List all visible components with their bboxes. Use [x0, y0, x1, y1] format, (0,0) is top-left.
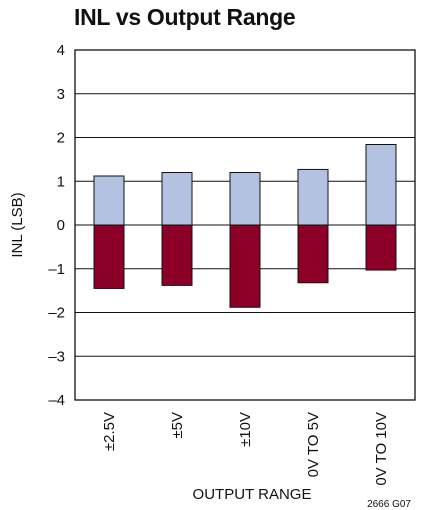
y-tick-label: –1 — [48, 261, 65, 278]
chart-title: INL vs Output Range — [74, 4, 296, 30]
bar-negative — [93, 224, 125, 289]
y-tick-label: 0 — [57, 217, 65, 234]
x-tick-label: ±10V — [237, 412, 254, 447]
bar-negative — [365, 224, 397, 271]
bar-positive — [297, 168, 329, 226]
figure-note: 2666 G07 — [367, 499, 411, 510]
y-tick-label: –4 — [48, 392, 65, 409]
y-tick-labels: 4 3 2 1 0 –1 –2 –3 –4 — [48, 42, 65, 409]
y-tick-label: 2 — [57, 130, 65, 147]
y-tick-label: 4 — [57, 42, 65, 59]
x-tick-labels: ±2.5V ±5V ±10V 0V TO 5V 0V TO 10V — [101, 412, 390, 486]
plot-frame — [74, 49, 416, 401]
bar-positive — [365, 144, 397, 226]
y-tick-label: 1 — [57, 173, 65, 190]
x-tick-label: ±5V — [169, 412, 186, 439]
bar-positive — [229, 172, 261, 226]
bar-negative — [229, 224, 261, 308]
bar-negative — [161, 224, 193, 286]
bar-negative — [297, 224, 329, 284]
y-tick-label: 3 — [57, 86, 65, 103]
x-tick-label: 0V TO 10V — [373, 412, 390, 486]
y-tick-label: –3 — [48, 348, 65, 365]
x-tick-label: ±2.5V — [101, 412, 118, 451]
y-tick-label: –2 — [48, 305, 65, 322]
bar-positive — [161, 172, 193, 226]
x-tick-label: 0V TO 5V — [305, 412, 322, 477]
x-axis-label: OUTPUT RANGE — [193, 486, 312, 503]
bars — [93, 144, 397, 308]
bar-positive — [93, 175, 125, 226]
y-axis-label: INL (LSB) — [9, 192, 26, 257]
